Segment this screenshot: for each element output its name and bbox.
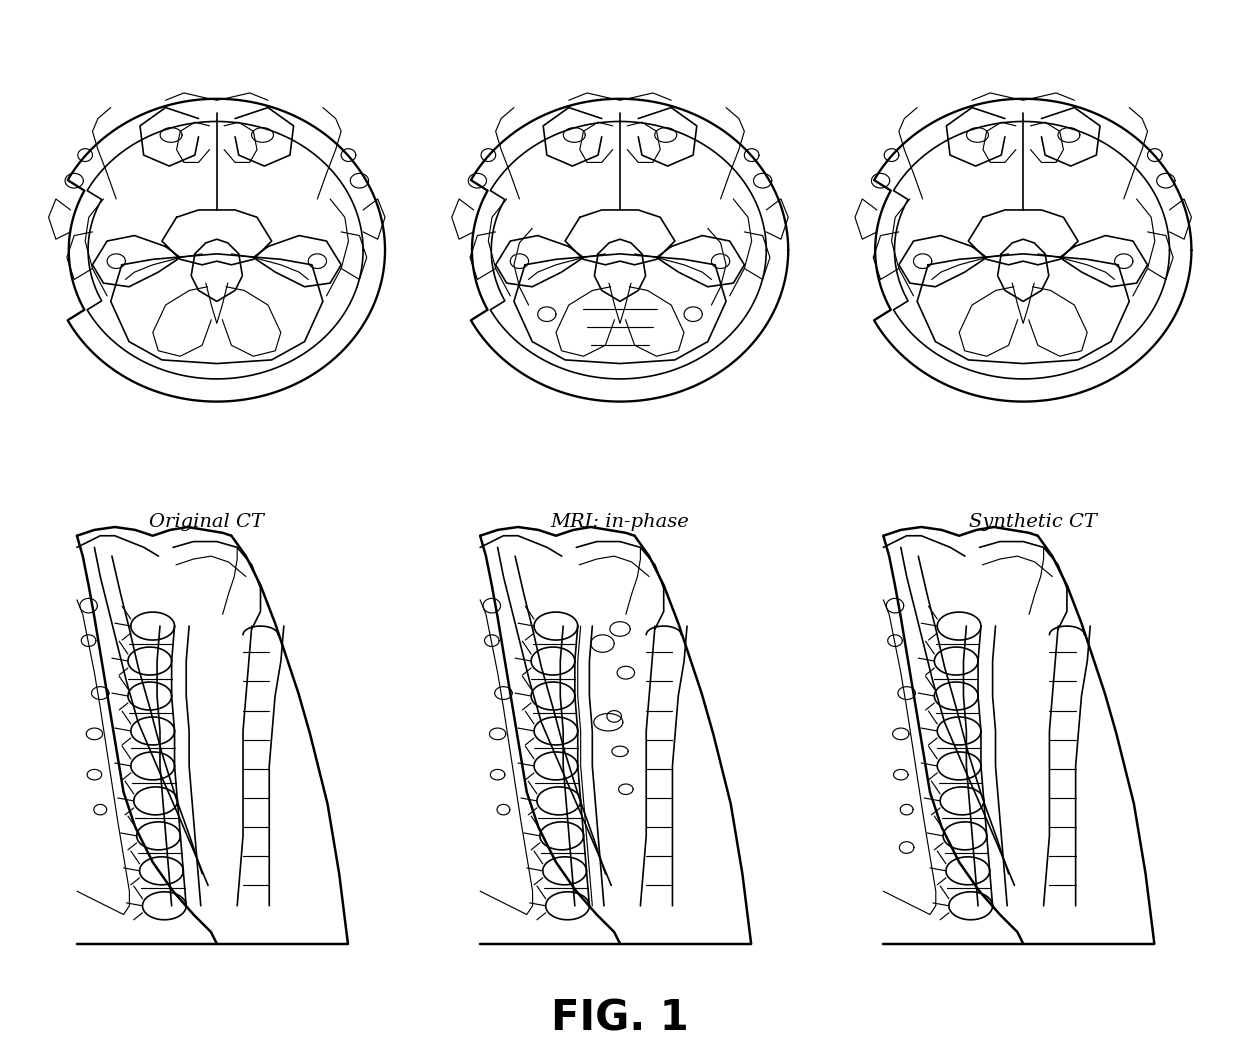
Text: Original CT: Original CT — [149, 513, 264, 532]
Text: Synthetic CT: Synthetic CT — [970, 513, 1097, 532]
Text: FIG. 1: FIG. 1 — [551, 997, 689, 1039]
Text: MRI: in-phase: MRI: in-phase — [551, 513, 689, 532]
